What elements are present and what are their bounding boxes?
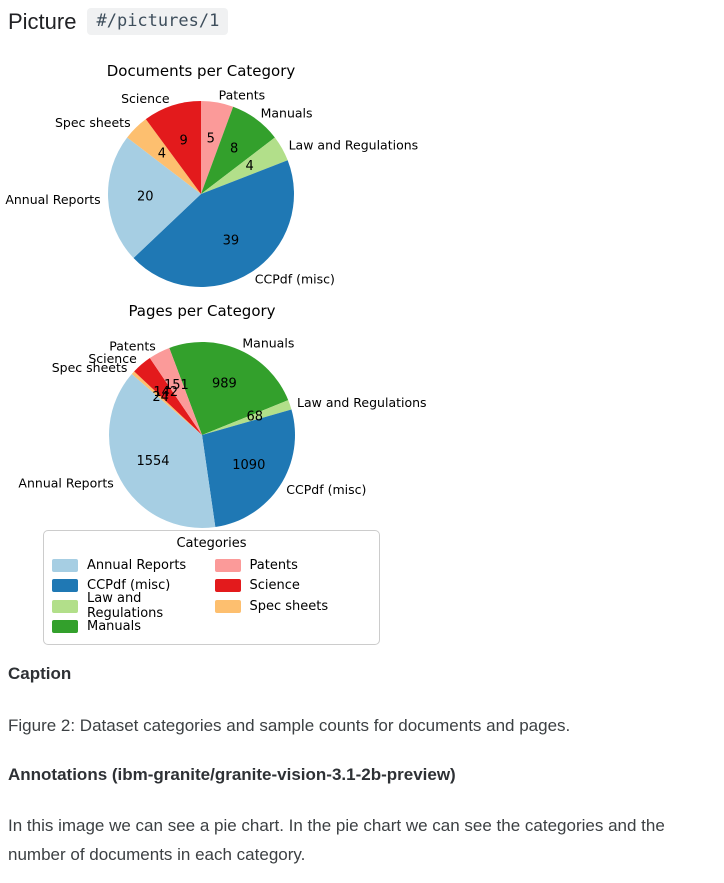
legend-item-law-and-regulations: Law and Regulations	[52, 591, 209, 621]
legend-swatch-spec-sheets	[214, 599, 241, 613]
pie-value-patents: 5	[207, 132, 215, 147]
pie-slice-patents	[201, 101, 234, 194]
pie-slice-law-and-regulations	[202, 400, 292, 435]
legend-label: Science	[249, 578, 300, 594]
pie-value-spec-sheets: 4	[158, 147, 166, 162]
pie-label-law-and-regulations: Law and Regulations	[289, 137, 419, 152]
legend-title: Categories	[176, 536, 247, 551]
pie-slice-ccpdf-misc	[202, 409, 295, 528]
legend-swatch-manuals	[52, 620, 78, 634]
documents-per-category-pie-chart: Documents per Category 5 Patents 8 Manuals 4 L…	[5, 62, 419, 288]
pie-value-ccpdf-misc: 39	[223, 234, 240, 249]
pie-value-annual-reports: 20	[137, 190, 154, 205]
pie-label-science: Science	[88, 351, 137, 366]
pie-slice-science	[145, 101, 201, 194]
pie-value-ccpdf-misc: 1090	[232, 458, 265, 473]
pie-label-spec-sheets: Spec sheets	[55, 115, 131, 130]
pie-label-manuals: Manuals	[242, 336, 294, 351]
legend-item-manuals: Manuals	[52, 619, 209, 634]
pie-value-annual-reports: 1554	[136, 454, 169, 469]
picture-title: Picture	[8, 8, 77, 34]
pie-slice-science	[134, 358, 202, 435]
pages-per-category-pie-chart: Pages per Category 989 Manuals 68 Law and Re…	[18, 302, 427, 528]
legend-label: Law and Regulations	[87, 591, 164, 622]
legend-swatch-patents	[214, 558, 241, 572]
legend-item-patents: Patents	[214, 557, 372, 573]
caption-heading: Caption	[8, 664, 72, 683]
legend-item-annual-reports: Annual Reports	[52, 558, 209, 573]
pie-slice-law-and-regulations	[201, 137, 288, 194]
pie-slice-annual-reports	[109, 373, 216, 528]
pie-value-science: 9	[179, 134, 187, 149]
legend-swatch-ccpdf-misc	[52, 579, 78, 593]
legend-label: Manuals	[87, 619, 142, 635]
pie-value-spec-sheets: 24	[152, 390, 169, 405]
legend-item-ccpdf-misc: CCPdf (misc)	[52, 578, 209, 593]
picture-path-chip[interactable]: #/pictures/1	[87, 8, 229, 35]
legend-swatch-science	[214, 579, 241, 593]
pie-value-law-and-regulations: 68	[247, 409, 264, 424]
chart-title: Documents per Category	[107, 62, 296, 80]
pie-slice-patents	[149, 347, 202, 435]
pie-slice-ccpdf-misc	[133, 160, 294, 288]
categories-legend: Categories Annual Reports CCPdf (misc) Law…	[43, 530, 380, 645]
legend-label: Spec sheets	[249, 598, 329, 614]
chart-title: Pages per Category	[128, 302, 275, 320]
pie-value-manuals: 989	[212, 376, 237, 391]
pie-label-science: Science	[121, 91, 170, 106]
picture-header: Picture #/pictures/1	[8, 8, 229, 35]
pie-label-spec-sheets: Spec sheets	[52, 360, 128, 375]
pie-slice-annual-reports	[107, 137, 201, 258]
pie-slice-spec-sheets	[127, 119, 201, 194]
pie-value-law-and-regulations: 4	[245, 159, 253, 174]
legend-label: CCPdf (misc)	[87, 578, 171, 594]
pie-label-annual-reports: Annual Reports	[5, 192, 100, 207]
pie-slice-manuals	[201, 106, 275, 194]
pie-label-ccpdf-misc: CCPdf (misc)	[286, 482, 366, 497]
pie-label-patents: Patents	[109, 338, 156, 353]
pie-label-ccpdf-misc: CCPdf (misc)	[255, 271, 335, 286]
figure-caption-text: Figure 2: Dataset categories and sample …	[8, 716, 571, 735]
pie-label-law-and-regulations: Law and Regulations	[297, 395, 427, 410]
pie-value-manuals: 8	[230, 142, 238, 157]
pie-value-patents: 151	[164, 378, 189, 393]
annotation-text: In this image we can see a pie chart. In…	[8, 816, 665, 864]
legend-label: Annual Reports	[87, 557, 187, 573]
legend-swatch-law-and-regulations	[52, 599, 78, 613]
legend-label: Patents	[249, 557, 298, 573]
legend-items: Annual Reports CCPdf (misc) Law and Regula…	[52, 555, 371, 637]
legend-item-science: Science	[214, 578, 372, 594]
annotations-heading: Annotations (ibm-granite/granite-vision-…	[8, 765, 456, 784]
pie-label-manuals: Manuals	[261, 106, 313, 121]
pie-slice-manuals	[169, 342, 289, 435]
pie-label-patents: Patents	[219, 88, 266, 103]
legend-swatch-annual-reports	[52, 558, 78, 572]
pie-label-annual-reports: Annual Reports	[18, 476, 113, 491]
pie-value-science: 142	[153, 385, 178, 400]
legend-item-spec-sheets: Spec sheets	[214, 598, 372, 614]
pie-slice-spec-sheets	[131, 371, 202, 435]
